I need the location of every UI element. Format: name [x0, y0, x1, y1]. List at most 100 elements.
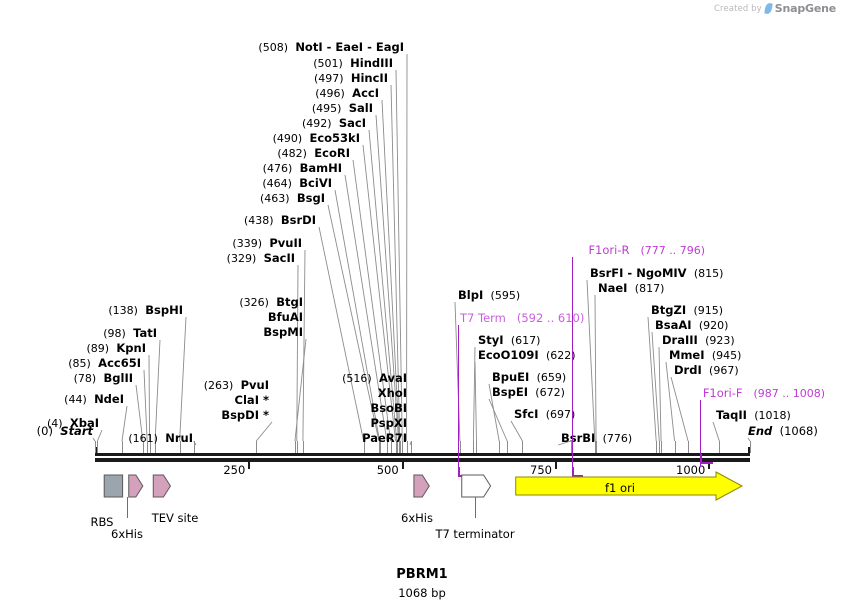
enzyme-label-TatI[interactable]: (98) TatI: [103, 327, 157, 340]
enzyme-position: (508): [258, 41, 288, 54]
cut-site-tick: [296, 441, 298, 453]
feature-tev-site[interactable]: [152, 474, 172, 498]
enzyme-label-XhoI[interactable]: XhoI: [378, 387, 407, 399]
enzyme-label-NdeI[interactable]: (44) NdeI: [64, 393, 124, 406]
enzyme-label-BsaAI[interactable]: BsaAI (920): [655, 319, 728, 332]
cut-site-tick: [302, 441, 304, 453]
enzyme-label-Eco53kI[interactable]: (490) Eco53kI: [273, 132, 360, 145]
enzyme-label-BlpI[interactable]: BlpI (595): [458, 289, 520, 302]
enzyme-label-BsgI[interactable]: (463) BsgI: [260, 192, 325, 205]
enzyme-label-NruI[interactable]: (161) NruI: [128, 432, 193, 445]
enzyme-label-SacI[interactable]: (492) SacI: [302, 117, 366, 130]
feature-rbs[interactable]: [103, 474, 124, 498]
enzyme-label-BsrFI[interactable]: BsrFI - NgoMIV (815): [590, 267, 723, 280]
enzyme-name: BglII: [103, 371, 134, 385]
cut-site-tick: [396, 441, 398, 453]
primer-name: F1ori-F: [702, 386, 743, 400]
enzyme-label-BciVI[interactable]: (464) BciVI: [262, 177, 332, 190]
cut-site-tick: [661, 441, 663, 453]
page-title: PBRM1: [396, 567, 448, 582]
cut-site-tick: [656, 441, 658, 453]
feature-f1-ori[interactable]: [515, 471, 744, 501]
enzyme-label-BsoBI[interactable]: BsoBI: [370, 402, 407, 414]
end-text: End: [748, 424, 773, 438]
enzyme-label-BfuAI[interactable]: BfuAI: [268, 311, 303, 323]
enzyme-label-DraIII[interactable]: DraIII (923): [662, 334, 735, 347]
enzyme-label-MmeI[interactable]: MmeI (945): [669, 349, 741, 362]
enzyme-label-BamHI[interactable]: (476) BamHI: [263, 162, 342, 175]
enzyme-label-PaeR7I[interactable]: PaeR7I: [362, 432, 407, 444]
enzyme-label-SalI[interactable]: (495) SalI: [312, 102, 373, 115]
terminator-connector: [458, 325, 460, 467]
enzyme-label-BspDI[interactable]: BspDI *: [221, 409, 269, 421]
primer-label-F1ori-F[interactable]: F1ori-F (987 .. 1008): [703, 387, 825, 400]
enzyme-label-PvuII[interactable]: (339) PvuII: [232, 237, 302, 250]
primer-connector: [571, 257, 573, 467]
ruler-label-500: 500: [376, 463, 399, 477]
enzyme-position: (622): [545, 349, 576, 362]
enzyme-label-TaqII[interactable]: TaqII (1018): [716, 409, 791, 422]
enzyme-label-BsrDI[interactable]: (438) BsrDI: [244, 214, 316, 227]
enzyme-position: (476): [262, 162, 293, 175]
primer-bar-tick-2: [700, 454, 703, 464]
enzyme-position: (595): [490, 289, 521, 302]
enzyme-label-KpnI[interactable]: (89) KpnI: [86, 342, 146, 355]
enzyme-label-EcoO109I[interactable]: EcoO109I (622): [478, 349, 576, 362]
cut-site-tick: [594, 441, 596, 453]
enzyme-name: BciVI: [299, 176, 332, 190]
enzyme-label-HindIII[interactable]: (501) HindIII: [313, 57, 393, 70]
enzyme-label-XbaI[interactable]: (4) XbaI: [47, 417, 99, 430]
enzyme-label-BspMI[interactable]: BspMI: [263, 326, 303, 338]
feature-leader: [475, 497, 476, 518]
enzyme-name: NruI: [165, 431, 193, 445]
feature-t7-terminator[interactable]: [461, 474, 492, 498]
enzyme-label-AccI[interactable]: (496) AccI: [315, 87, 379, 100]
feature-label-f1-ori: f1 ori: [605, 481, 635, 495]
enzyme-label-BtgI[interactable]: (326) BtgI: [239, 296, 303, 309]
enzyme-position: (161): [128, 432, 158, 445]
primer-connector: [700, 400, 702, 467]
enzyme-label-BpuEI[interactable]: BpuEI (659): [492, 371, 566, 384]
enzyme-label-DrdI[interactable]: DrdI (967): [674, 364, 739, 377]
enzyme-label-HincII[interactable]: (497) HincII: [314, 72, 388, 85]
enzyme-label-PspXI[interactable]: PspXI: [371, 417, 407, 429]
ruler-label-250: 250: [223, 463, 246, 477]
feature-6xhis[interactable]: [413, 474, 430, 498]
enzyme-position: (516): [342, 372, 372, 385]
enzyme-position: (329): [226, 252, 257, 265]
cut-site-tick: [142, 441, 144, 453]
enzyme-position: (482): [277, 147, 307, 160]
enzyme-label-SfcI[interactable]: SfcI (697): [514, 408, 575, 421]
enzyme-label-AvaI[interactable]: (516) AvaI: [342, 372, 407, 385]
enzyme-position: (98): [103, 327, 126, 340]
enzyme-position: (44): [64, 393, 87, 406]
feature-label-6xhis: 6xHis: [111, 527, 143, 541]
terminator-label-T7Term[interactable]: T7 Term (592 .. 610): [460, 312, 584, 324]
enzyme-label-SacII[interactable]: (329) SacII: [227, 252, 295, 265]
enzyme-position: (672): [535, 386, 565, 399]
enzyme-label-PvuI[interactable]: (263) PvuI: [204, 379, 269, 392]
feature-label-t7-terminator: T7 terminator: [435, 527, 515, 541]
ruler-tick-250: [248, 462, 251, 469]
start-label: (0) Start: [37, 425, 93, 437]
enzyme-label-BglII[interactable]: (78) BglII: [74, 372, 133, 385]
enzyme-label-ClaI[interactable]: ClaI *: [235, 394, 269, 406]
enzyme-label-BtgZI[interactable]: BtgZI (915): [651, 304, 723, 317]
enzyme-label-NaeI[interactable]: NaeI (817): [598, 282, 664, 295]
terminator-range: (592 .. 610): [516, 311, 585, 325]
enzyme-label-BspEI[interactable]: BspEI (672): [492, 386, 565, 399]
enzyme-position: (438): [243, 214, 274, 227]
enzyme-label-Acc65I[interactable]: (85) Acc65I: [68, 357, 141, 370]
enzyme-position: (697): [545, 408, 576, 421]
enzyme-label-StyI[interactable]: StyI (617): [478, 334, 540, 347]
enzyme-label-EcoRI[interactable]: (482) EcoRI: [277, 147, 350, 160]
ruler-tick-500: [401, 462, 404, 469]
enzyme-label-BspHI[interactable]: (138) BspHI: [108, 304, 183, 317]
enzyme-name: EcoO109I: [478, 348, 539, 362]
enzyme-position: (4): [46, 417, 63, 430]
feature-label-rbs: RBS: [90, 515, 114, 529]
feature-6xhis[interactable]: [128, 474, 144, 498]
primer-label-F1ori-R[interactable]: F1ori-R (777 .. 796): [588, 244, 705, 257]
enzyme-name: EcoRI: [314, 146, 350, 160]
enzyme-label-NotI[interactable]: (508) NotI - EaeI - EagI: [258, 41, 404, 54]
